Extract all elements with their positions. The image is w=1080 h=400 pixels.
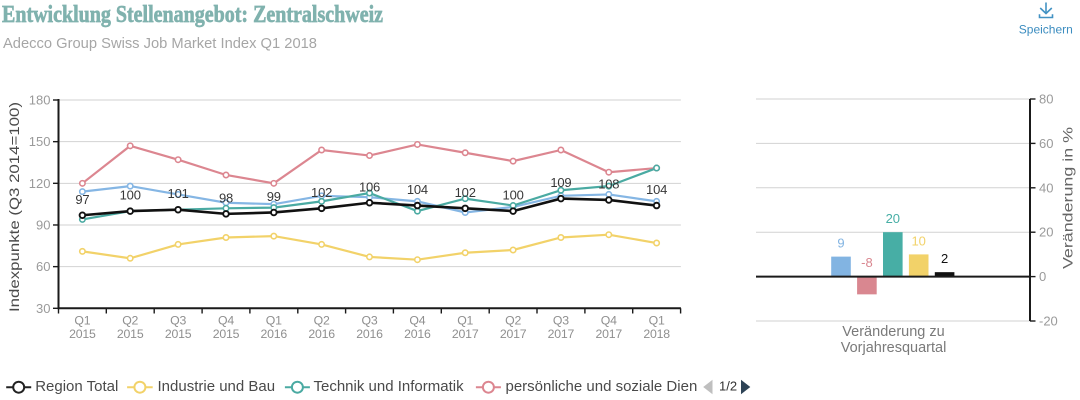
svg-text:2: 2 [941, 251, 948, 266]
svg-text:2015: 2015 [69, 327, 96, 341]
svg-text:2016: 2016 [261, 327, 288, 341]
svg-text:2016: 2016 [308, 327, 335, 341]
svg-text:-20: -20 [1039, 314, 1058, 329]
svg-text:97: 97 [75, 192, 89, 207]
svg-text:Adecco Group Swiss Job Market: Adecco Group Swiss Job Market Index Q1 2… [3, 35, 317, 52]
svg-text:Q4: Q4 [601, 314, 617, 328]
svg-text:Vorjahresquartal: Vorjahresquartal [841, 340, 947, 356]
svg-text:Q2: Q2 [505, 314, 521, 328]
svg-text:Q3: Q3 [170, 314, 186, 328]
svg-text:20: 20 [1039, 225, 1053, 240]
svg-text:2016: 2016 [404, 327, 431, 341]
svg-text:Q1: Q1 [649, 314, 665, 328]
svg-text:Technik und Informatik: Technik und Informatik [314, 378, 465, 395]
svg-text:99: 99 [267, 189, 281, 204]
svg-text:98: 98 [219, 190, 233, 205]
svg-text:Q1: Q1 [266, 314, 282, 328]
svg-text:Q4: Q4 [409, 314, 425, 328]
svg-text:1/2: 1/2 [719, 379, 737, 394]
svg-text:-8: -8 [861, 255, 873, 270]
svg-text:persönliche und soziale Dien: persönliche und soziale Dien [506, 378, 698, 395]
svg-text:100: 100 [120, 188, 141, 203]
svg-text:180: 180 [29, 93, 51, 108]
svg-text:2018: 2018 [643, 327, 670, 341]
svg-text:2015: 2015 [213, 327, 240, 341]
svg-text:80: 80 [1039, 92, 1053, 107]
svg-text:Q1: Q1 [457, 314, 473, 328]
svg-text:60: 60 [36, 259, 50, 274]
svg-text:9: 9 [837, 236, 844, 251]
svg-text:120: 120 [29, 176, 51, 191]
svg-text:106: 106 [359, 179, 380, 194]
svg-text:Veränderung in %: Veränderung in % [1060, 127, 1076, 269]
svg-text:2017: 2017 [548, 327, 575, 341]
svg-text:Q2: Q2 [122, 314, 138, 328]
svg-text:102: 102 [455, 185, 476, 200]
svg-text:Q2: Q2 [314, 314, 330, 328]
svg-text:Indexpunkte (Q3 2014=100): Indexpunkte (Q3 2014=100) [6, 102, 22, 312]
svg-text:2017: 2017 [596, 327, 623, 341]
svg-text:101: 101 [168, 186, 189, 201]
svg-text:2015: 2015 [165, 327, 192, 341]
svg-text:104: 104 [407, 182, 428, 197]
svg-text:10: 10 [911, 233, 925, 248]
svg-text:20: 20 [886, 211, 900, 226]
svg-text:108: 108 [598, 177, 619, 192]
svg-text:100: 100 [503, 188, 524, 203]
svg-text:Entwicklung Stellenangebot: Ze: Entwicklung Stellenangebot: Zentralschwe… [2, 2, 383, 28]
svg-text:60: 60 [1039, 136, 1053, 151]
svg-text:30: 30 [36, 301, 50, 316]
svg-text:2017: 2017 [500, 327, 527, 341]
svg-text:150: 150 [29, 134, 51, 149]
svg-text:Q3: Q3 [361, 314, 377, 328]
svg-text:2016: 2016 [356, 327, 383, 341]
svg-text:Q1: Q1 [74, 314, 90, 328]
svg-text:Veränderung zu: Veränderung zu [842, 324, 944, 340]
svg-text:Speichern: Speichern [1019, 23, 1073, 37]
svg-text:40: 40 [1039, 180, 1053, 195]
svg-text:2017: 2017 [452, 327, 479, 341]
svg-text:109: 109 [550, 175, 571, 190]
svg-text:102: 102 [311, 185, 332, 200]
svg-text:90: 90 [36, 218, 50, 233]
svg-text:Region Total: Region Total [35, 378, 118, 395]
svg-text:Industrie und Bau: Industrie und Bau [158, 378, 276, 395]
svg-text:0: 0 [1039, 269, 1046, 284]
svg-text:Q4: Q4 [218, 314, 234, 328]
svg-text:Q3: Q3 [553, 314, 569, 328]
svg-text:2015: 2015 [117, 327, 144, 341]
svg-text:104: 104 [646, 182, 667, 197]
